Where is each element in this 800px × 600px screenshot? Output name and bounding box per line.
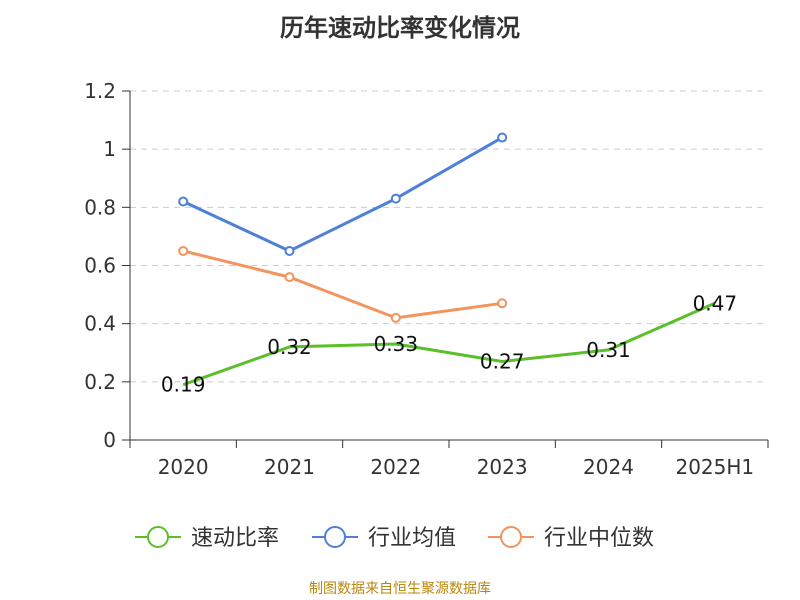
legend-marker [500,526,522,548]
data-label: 0.32 [267,335,312,359]
legend-label: 行业均值 [368,526,456,551]
x-tick-label: 2023 [477,455,528,479]
data-label: 0.47 [693,291,738,315]
chart-title: 历年速动比率变化情况 [280,14,520,42]
x-tick-label: 2022 [370,455,421,479]
legend-marker [147,526,169,548]
series-point [284,272,295,283]
series-point [497,298,508,309]
data-label: 0.31 [586,338,631,362]
y-tick-label: 1.2 [84,79,116,103]
y-tick-label: 0.2 [84,370,116,394]
series-point [497,132,508,143]
series-line-2 [182,249,503,320]
series-point [284,245,295,256]
series-line-0 [182,301,716,387]
x-tick-label: 2020 [158,455,209,479]
series-point [390,193,401,204]
x-tick-label: 2021 [264,455,315,479]
data-label: 0.27 [480,349,525,373]
x-tick-label: 2025H1 [675,455,754,479]
legend-marker [324,526,346,548]
series-point [178,245,189,256]
series-line-1 [182,136,503,253]
legend-label: 速动比率 [191,526,279,551]
data-label: 0.19 [161,373,206,397]
data-label: 0.33 [374,332,419,356]
y-tick-label: 1 [103,137,116,161]
x-tick-label: 2024 [583,455,634,479]
y-tick-label: 0.4 [84,312,116,336]
y-tick-label: 0 [103,428,116,452]
y-tick-label: 0.8 [84,195,116,219]
legend-label: 行业中位数 [544,526,654,551]
series-point [390,312,401,323]
series-point [178,196,189,207]
y-tick-label: 0.6 [84,254,116,278]
source-note: 制图数据来自恒生聚源数据库 [309,581,491,597]
